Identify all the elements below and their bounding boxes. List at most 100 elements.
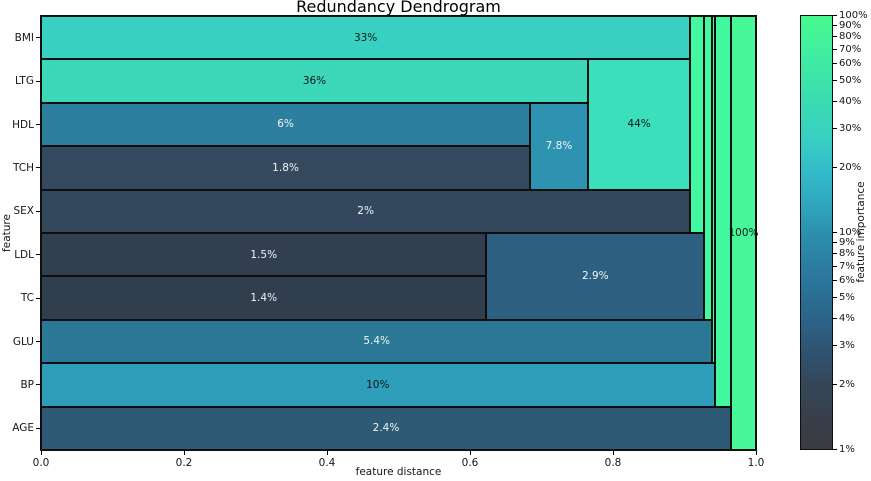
- y-tick-label-BP: BP: [20, 378, 34, 391]
- colorbar-tick-mark: [833, 241, 837, 243]
- cell-importance-label: 36%: [302, 75, 327, 88]
- cell-importance-label: 2.9%: [581, 270, 609, 283]
- colorbar-tick-label: 7%: [839, 260, 855, 272]
- colorbar-tick-mark: [833, 36, 837, 38]
- y-tick-mark: [36, 124, 40, 125]
- y-axis-label: feature: [1, 214, 13, 252]
- dendrogram-cell-GLU: 5.4%: [41, 319, 713, 364]
- colorbar-tick-mark: [833, 24, 837, 26]
- dendrogram-cell-LTG+HDL+TCH: 44%: [587, 59, 691, 190]
- colorbar-tick-label: 5%: [839, 292, 855, 304]
- y-tick-label-BMI: BMI: [14, 31, 34, 44]
- x-tick-label: 0.8: [604, 457, 622, 469]
- y-tick-label-GLU: GLU: [12, 335, 34, 348]
- y-tick-mark: [36, 297, 40, 299]
- cell-importance-label: 10%: [366, 378, 390, 391]
- dendrogram-cell-BMI-SEX: [690, 16, 705, 233]
- colorbar-tick-mark: [833, 63, 837, 65]
- dendrogram-cell-HDL: 6%: [41, 102, 531, 147]
- dendrogram-cell-BMI-BP: [714, 16, 731, 407]
- colorbar: [800, 15, 833, 450]
- colorbar-tick-mark: [833, 48, 837, 50]
- y-tick-label-SEX: SEX: [13, 205, 35, 218]
- colorbar-tick-label: 9%: [839, 236, 855, 248]
- y-tick-mark: [36, 341, 40, 342]
- colorbar-tick-mark: [833, 318, 837, 320]
- y-tick-label-TC: TC: [20, 292, 34, 305]
- dendrogram-cell-BMI: 33%: [41, 16, 691, 60]
- x-tick-label: 0.4: [318, 457, 336, 469]
- colorbar-tick-label: 50%: [839, 75, 862, 87]
- cell-importance-label: 1.8%: [272, 161, 299, 174]
- colorbar-tick-mark: [833, 253, 837, 255]
- cell-importance-label: 44%: [627, 118, 651, 131]
- cell-importance-label: 1.4%: [250, 292, 278, 305]
- x-tick-mark: [40, 451, 42, 455]
- colorbar-tick-mark: [833, 383, 837, 385]
- colorbar-label: feature importance: [855, 181, 867, 283]
- colorbar-tick-mark: [833, 265, 837, 267]
- colorbar-tick-label: 4%: [839, 313, 855, 325]
- dendrogram-cell-TC: 1.4%: [41, 276, 487, 320]
- x-tick-label: 0.6: [461, 457, 479, 469]
- x-tick-mark: [326, 451, 328, 455]
- cell-importance-label: 2%: [357, 205, 374, 218]
- dendrogram-cell-LDL+TC: 2.9%: [486, 233, 705, 320]
- y-tick-mark: [36, 80, 40, 82]
- cell-importance-label: 2.4%: [372, 422, 400, 435]
- colorbar-tick-mark: [833, 80, 837, 82]
- cell-importance-label: 1.5%: [250, 248, 278, 261]
- x-tick-label: 0.2: [175, 457, 193, 469]
- colorbar-tick-label: 100%: [839, 10, 868, 21]
- y-tick-mark: [36, 384, 40, 386]
- y-tick-mark: [36, 210, 40, 212]
- y-tick-mark: [36, 427, 40, 429]
- colorbar-tick-mark: [833, 128, 837, 130]
- y-tick-label-LDL: LDL: [14, 248, 34, 261]
- colorbar-tick-label: 60%: [839, 58, 862, 70]
- dendrogram-cell-BP: 10%: [41, 363, 715, 407]
- x-tick-mark: [183, 451, 185, 455]
- x-axis-label: feature distance: [355, 466, 442, 478]
- colorbar-tick-mark: [833, 15, 837, 16]
- dendrogram-cell-ALL: 100%: [728, 16, 759, 450]
- cell-importance-label: 7.8%: [545, 140, 573, 153]
- colorbar-tick-label: 6%: [839, 275, 855, 287]
- colorbar-tick-label: 10%: [839, 227, 862, 238]
- colorbar-tick-mark: [833, 166, 837, 168]
- chart-title: Redundancy Dendrogram: [296, 0, 501, 16]
- y-tick-mark: [36, 37, 40, 39]
- dendrogram-cell-LTG: 36%: [41, 59, 588, 103]
- y-tick-label-AGE: AGE: [12, 422, 34, 435]
- dendrogram-cell-BMI-TC: [704, 16, 713, 320]
- y-tick-label-TCH: TCH: [12, 161, 34, 174]
- colorbar-tick-label: 8%: [839, 248, 855, 260]
- dendrogram-cell-HDL+TCH: 7.8%: [530, 102, 588, 190]
- y-tick-label-LTG: LTG: [15, 75, 34, 88]
- plot-area: 33% 36% 6% 1.8% 2% 1.5% 1.4% 5.4% 10% 2.4% 7.8% 44%…: [40, 15, 759, 451]
- x-tick-label: 0.0: [32, 457, 50, 469]
- dendrogram-cell-TCH: 1.8%: [41, 146, 531, 190]
- x-tick-mark: [469, 451, 471, 455]
- x-tick-mark: [755, 451, 757, 455]
- colorbar-tick-label: 20%: [839, 161, 862, 173]
- colorbar-tick-mark: [833, 449, 837, 450]
- cell-importance-label: 33%: [353, 31, 378, 44]
- colorbar-tick-label: 30%: [839, 123, 862, 135]
- colorbar-tick-label: 3%: [839, 340, 855, 352]
- x-tick-label: 1.0: [747, 457, 765, 469]
- colorbar-tick-label: 2%: [839, 378, 855, 390]
- y-tick-mark: [36, 254, 40, 256]
- colorbar-tick-label: 40%: [839, 96, 862, 108]
- dendrogram-cell-BMI-GLU: [712, 16, 715, 364]
- cell-importance-label: 6%: [277, 118, 294, 131]
- dendrogram-cell-SEX: 2%: [41, 189, 691, 233]
- cell-importance-label: 5.4%: [363, 335, 391, 348]
- colorbar-tick-label: 80%: [839, 31, 862, 43]
- dendrogram-cell-LDL: 1.5%: [41, 233, 487, 277]
- dendrogram-cell-AGE: 2.4%: [41, 406, 731, 450]
- colorbar-tick-label: 1%: [839, 444, 855, 455]
- colorbar-tick-mark: [833, 297, 837, 299]
- colorbar-tick-mark: [833, 280, 837, 282]
